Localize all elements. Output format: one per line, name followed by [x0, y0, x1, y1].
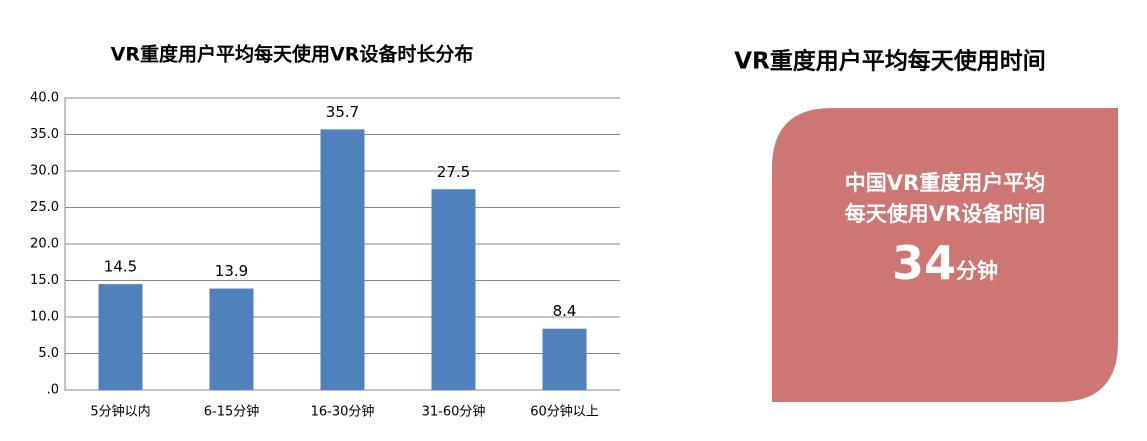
y-tick-label: .0: [47, 383, 59, 398]
y-tick-label: 10.0: [30, 310, 59, 325]
value-label: 14.5: [104, 258, 137, 276]
bar: [542, 328, 587, 390]
y-tick-label: 15.0: [30, 273, 59, 288]
summary-unit: 分钟: [956, 259, 998, 283]
summary-value: 34: [892, 236, 956, 290]
bar: [98, 284, 143, 390]
y-tick-label: 20.0: [30, 237, 59, 252]
summary-line: 每天使用VR设备时间: [845, 202, 1045, 226]
x-tick-label: 16-30分钟: [311, 404, 375, 420]
value-label: 35.7: [326, 103, 359, 121]
summary-figure: 34分钟: [892, 236, 998, 290]
value-label: 8.4: [553, 302, 577, 320]
x-tick-label: 31-60分钟: [422, 404, 486, 420]
bar: [431, 189, 476, 390]
summary-panel: [772, 108, 1118, 402]
y-tick-label: 35.0: [30, 127, 59, 142]
x-tick-label: 5分钟以内: [90, 404, 150, 420]
panel-title: VR重度用户平均每天使用时间: [734, 48, 1046, 75]
chart-title: VR重度用户平均每天使用VR设备时长分布: [111, 43, 474, 66]
x-tick-label: 6-15分钟: [204, 404, 260, 420]
x-tick-label: 60分钟以上: [530, 404, 599, 420]
value-label: 13.9: [215, 262, 248, 280]
value-label: 27.5: [437, 163, 470, 181]
y-tick-label: 30.0: [30, 164, 59, 179]
y-tick-label: 5.0: [38, 346, 59, 361]
y-tick-label: 25.0: [30, 200, 59, 215]
y-tick-label: 40.0: [30, 91, 59, 106]
summary-line: 中国VR重度用户平均: [845, 171, 1045, 195]
bar: [209, 288, 254, 390]
bar: [320, 129, 365, 390]
